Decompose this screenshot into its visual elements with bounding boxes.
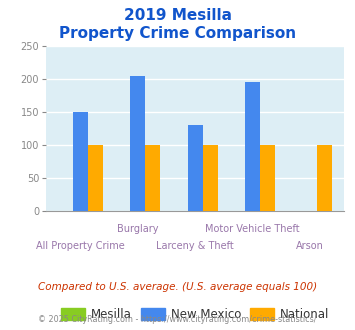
Bar	[130, 76, 145, 211]
Text: Compared to U.S. average. (U.S. average equals 100): Compared to U.S. average. (U.S. average …	[38, 282, 317, 292]
Text: Burglary: Burglary	[117, 224, 159, 234]
Text: All Property Crime: All Property Crime	[36, 241, 125, 251]
Text: © 2025 CityRating.com - https://www.cityrating.com/crime-statistics/: © 2025 CityRating.com - https://www.city…	[38, 315, 317, 324]
Bar	[73, 112, 88, 211]
Text: 2019 Mesilla: 2019 Mesilla	[124, 8, 231, 23]
Text: Arson: Arson	[296, 241, 324, 251]
Bar	[145, 145, 160, 211]
Bar	[88, 145, 103, 211]
Text: Property Crime Comparison: Property Crime Comparison	[59, 26, 296, 41]
Bar	[260, 145, 275, 211]
Text: Larceny & Theft: Larceny & Theft	[156, 241, 234, 251]
Bar	[245, 82, 260, 211]
Bar	[203, 145, 218, 211]
Legend: Mesilla, New Mexico, National: Mesilla, New Mexico, National	[56, 303, 334, 325]
Bar	[188, 125, 203, 211]
Text: Motor Vehicle Theft: Motor Vehicle Theft	[205, 224, 300, 234]
Bar	[317, 145, 332, 211]
